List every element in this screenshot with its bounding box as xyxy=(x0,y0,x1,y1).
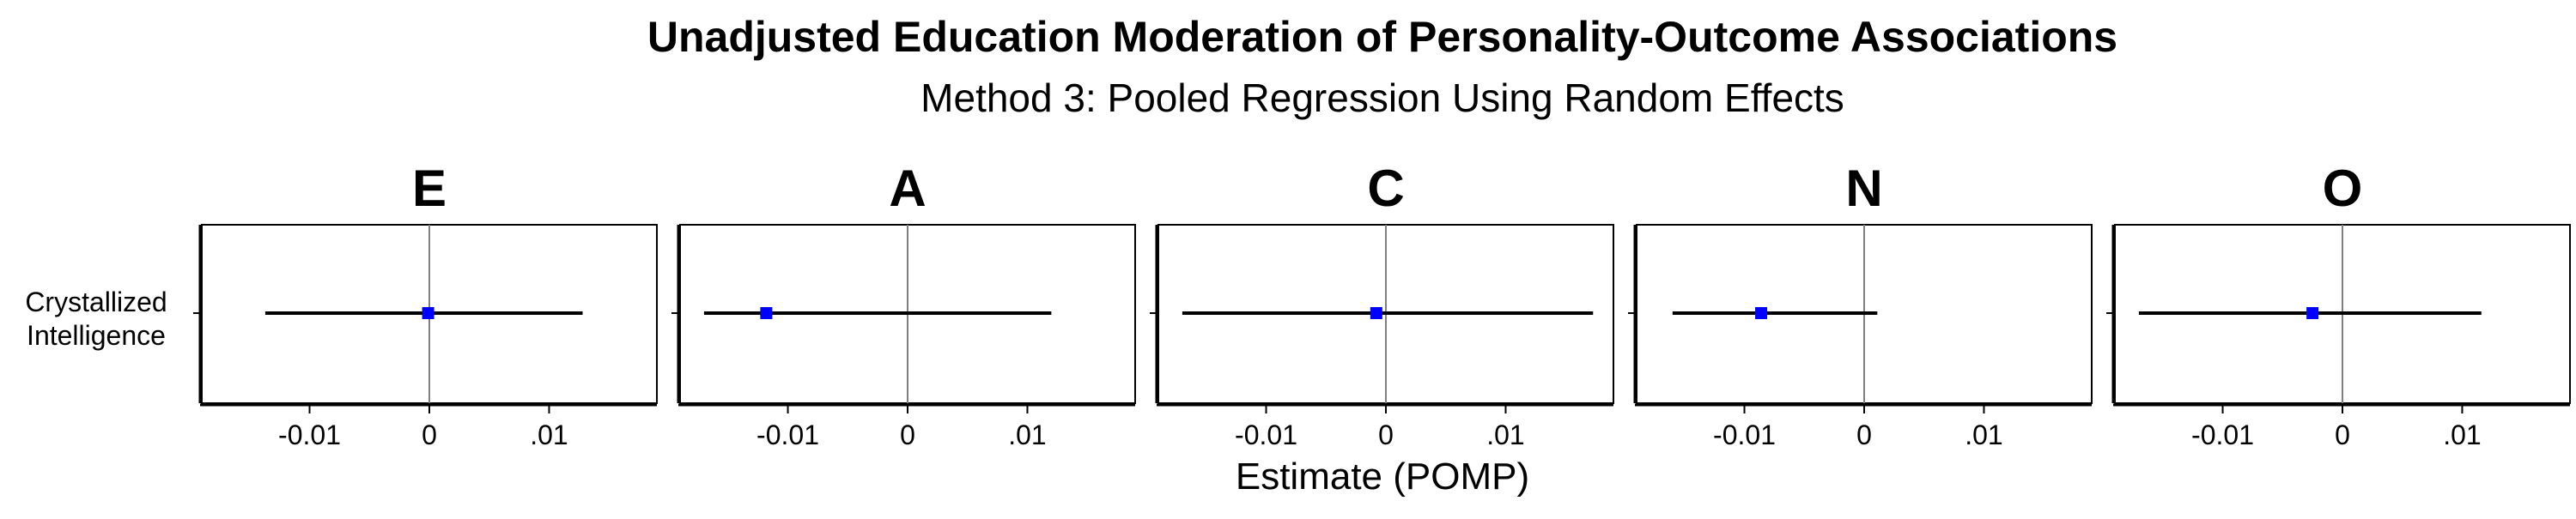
estimate-point-e xyxy=(422,307,434,319)
panel-title-c: C xyxy=(1367,160,1404,217)
x-tick-label-e-1: 0 xyxy=(422,419,437,450)
panel-title-o: O xyxy=(2323,160,2363,217)
x-axis-label: Estimate (POMP) xyxy=(1236,456,1529,498)
estimate-point-n xyxy=(1755,307,1768,319)
panel-title-e: E xyxy=(412,160,447,217)
chart-title: Unadjusted Education Moderation of Perso… xyxy=(647,13,2117,61)
panel-a: A -0.01 0 .01 xyxy=(671,160,1136,450)
row-label-line-1: Crystallized xyxy=(25,287,167,317)
x-tick-label-o-0: -0.01 xyxy=(2191,419,2254,450)
x-tick-label-n-0: -0.01 xyxy=(1713,419,1776,450)
x-tick-label-a-0: -0.01 xyxy=(756,419,819,450)
estimate-point-o xyxy=(2306,307,2319,319)
x-tick-label-c-2: .01 xyxy=(1486,419,1524,450)
x-tick-label-o-1: 0 xyxy=(2335,419,2350,450)
x-tick-label-c-0: -0.01 xyxy=(1235,419,1297,450)
panel-e: E -0.01 0 .01 xyxy=(193,160,658,450)
x-tick-label-e-2: .01 xyxy=(530,419,568,450)
panel-c: C -0.01 0 .01 xyxy=(1150,160,1614,450)
x-tick-label-e-0: -0.01 xyxy=(278,419,341,450)
panel-n: N -0.01 0 .01 xyxy=(1628,160,2093,450)
panel-title-a: A xyxy=(889,160,926,217)
row-label-line-2: Intelligence xyxy=(27,320,166,351)
x-tick-label-c-1: 0 xyxy=(1378,419,1394,450)
estimate-point-c xyxy=(1370,307,1382,319)
x-tick-label-o-2: .01 xyxy=(2443,419,2481,450)
x-tick-label-a-1: 0 xyxy=(900,419,915,450)
chart-subtitle: Method 3: Pooled Regression Using Random… xyxy=(920,75,1844,120)
panel-o: O -0.01 0 .01 xyxy=(2106,160,2571,450)
x-tick-label-a-2: .01 xyxy=(1008,419,1046,450)
estimate-point-a xyxy=(760,307,773,319)
panels-layer: E -0.01 0 .01 A -0.01 0 .01 C -0.01 0 .01 N -0.01 0 .01… xyxy=(193,160,2571,450)
x-tick-label-n-2: .01 xyxy=(1965,419,2002,450)
panel-title-n: N xyxy=(1845,160,1882,217)
x-tick-label-n-1: 0 xyxy=(1856,419,1872,450)
